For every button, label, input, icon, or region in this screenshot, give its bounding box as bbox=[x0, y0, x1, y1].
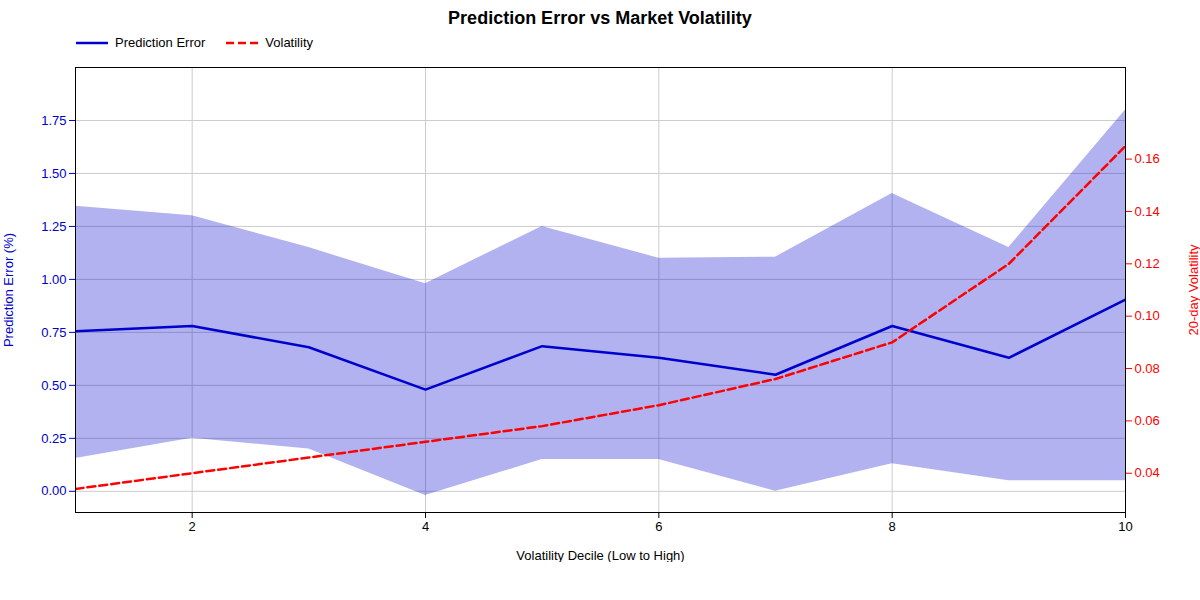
svg-text:0.04: 0.04 bbox=[1135, 465, 1160, 480]
svg-text:0.12: 0.12 bbox=[1135, 256, 1160, 271]
svg-text:6: 6 bbox=[655, 519, 662, 534]
svg-text:0.10: 0.10 bbox=[1135, 308, 1160, 323]
svg-text:0.14: 0.14 bbox=[1135, 204, 1160, 219]
svg-text:Prediction Error (%): Prediction Error (%) bbox=[1, 233, 16, 347]
svg-text:8: 8 bbox=[889, 519, 896, 534]
svg-text:0.06: 0.06 bbox=[1135, 413, 1160, 428]
svg-text:0.16: 0.16 bbox=[1135, 151, 1160, 166]
svg-text:1.25: 1.25 bbox=[41, 219, 66, 234]
svg-text:0.08: 0.08 bbox=[1135, 361, 1160, 376]
svg-text:0.25: 0.25 bbox=[41, 430, 66, 445]
svg-text:1.75: 1.75 bbox=[41, 113, 66, 128]
html-text:Prediction Error: Prediction Error bbox=[115, 35, 206, 50]
svg-text:20-day Volatility: 20-day Volatility bbox=[1186, 244, 1200, 336]
svg-text:1.50: 1.50 bbox=[41, 166, 66, 181]
svg-text:10: 10 bbox=[1118, 519, 1132, 534]
svg-text:0.75: 0.75 bbox=[41, 325, 66, 340]
svg-text:2: 2 bbox=[189, 519, 196, 534]
html-text:Volatility: Volatility bbox=[265, 35, 313, 50]
svg-text:0.00: 0.00 bbox=[41, 483, 66, 498]
svg-text:4: 4 bbox=[422, 519, 429, 534]
svg-text:0.50: 0.50 bbox=[41, 378, 66, 393]
svg-text:1.00: 1.00 bbox=[41, 272, 66, 287]
svg-text:Volatility Decile (Low to High: Volatility Decile (Low to High) bbox=[516, 548, 684, 563]
html-text:Prediction Error vs Market Vol: Prediction Error vs Market Volatility bbox=[448, 8, 752, 28]
